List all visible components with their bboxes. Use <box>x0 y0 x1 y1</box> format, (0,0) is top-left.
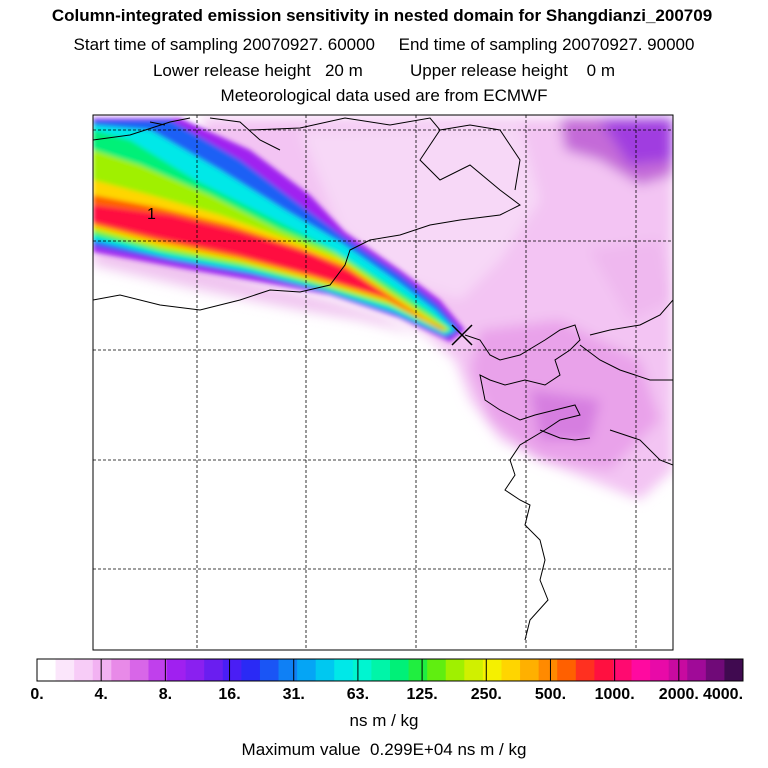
colorbar-cell <box>222 659 242 681</box>
release-point-x-marker <box>451 324 473 346</box>
colorbar-cell <box>687 659 707 681</box>
colorbar-cell <box>278 659 298 681</box>
colorbar-cell <box>92 659 112 681</box>
release-heights: Lower release height 20 m Upper release … <box>152 61 616 80</box>
maximum-value: Maximum value 0.299E+04 ns m / kg <box>241 740 527 759</box>
colorbar-cell <box>37 659 57 681</box>
colorbar-cell <box>594 659 614 681</box>
colorbar-cell <box>390 659 410 681</box>
sampling-times: Start time of sampling 20070927. 60000 E… <box>73 35 695 54</box>
colorbar-cell <box>557 659 577 681</box>
meteorological-source: Meteorological data used are from ECMWF <box>220 86 548 105</box>
colorbar-cell <box>724 659 744 681</box>
colorbar-tick-label: 4000. <box>702 686 744 703</box>
colorbar-cell <box>520 659 540 681</box>
colorbar-units: ns m / kg <box>349 711 419 730</box>
colorbar-cell <box>185 659 205 681</box>
colorbar-cell <box>631 659 651 681</box>
colorbar-tick-label: 250. <box>470 686 502 703</box>
colorbar-tick-label: 8. <box>158 686 173 703</box>
colorbar-tick-label: 16. <box>218 686 241 703</box>
colorbar-cell <box>371 659 391 681</box>
colorbar-cell <box>352 659 372 681</box>
colorbar-cell <box>297 659 317 681</box>
colorbar-cell <box>650 659 670 681</box>
colorbar-cell <box>705 659 725 681</box>
lat-lon-grid <box>93 115 673 650</box>
colorbar-cell <box>501 659 521 681</box>
colorbar-cell <box>129 659 149 681</box>
colorbar-tick-label: 125. <box>406 686 438 703</box>
coastlines <box>93 117 673 641</box>
colorbar-cell <box>74 659 94 681</box>
map-frame <box>92 114 674 651</box>
colorbar-cell <box>315 659 335 681</box>
contour-label: 1 <box>147 206 156 223</box>
colorbar-cell <box>167 659 187 681</box>
colorbar-tick-label: 0. <box>30 686 44 703</box>
colorbar-cell <box>408 659 428 681</box>
colorbar-cell <box>427 659 447 681</box>
colorbar-cell <box>334 659 354 681</box>
plume <box>93 118 465 342</box>
colorbar-cell <box>612 659 633 681</box>
colorbar-cell <box>538 659 558 681</box>
colorbar-tick-label: 1000. <box>594 686 635 703</box>
colorbar-tick-label: 2000. <box>658 686 699 703</box>
colorbar-cell <box>111 659 131 681</box>
plot-title: Column-integrated emission sensitivity i… <box>51 6 713 25</box>
colorbar-tick-label: 31. <box>282 686 305 703</box>
colorbar-cell <box>575 659 595 681</box>
colorbar-cell <box>148 659 168 681</box>
colorbar-tick-label: 4. <box>94 686 108 703</box>
colorbar-cell <box>445 659 465 681</box>
colorbar-cell <box>241 659 261 681</box>
colorbar-cell <box>668 659 688 681</box>
colorbar-cell <box>464 659 484 681</box>
colorbar-cell <box>204 659 224 681</box>
colorbar-cell <box>482 659 502 681</box>
colorbar-tick-label: 63. <box>346 686 370 703</box>
colorbar-cell <box>259 659 280 681</box>
colorbar-tick-label: 500. <box>534 686 567 703</box>
colorbar-cell <box>55 659 75 681</box>
